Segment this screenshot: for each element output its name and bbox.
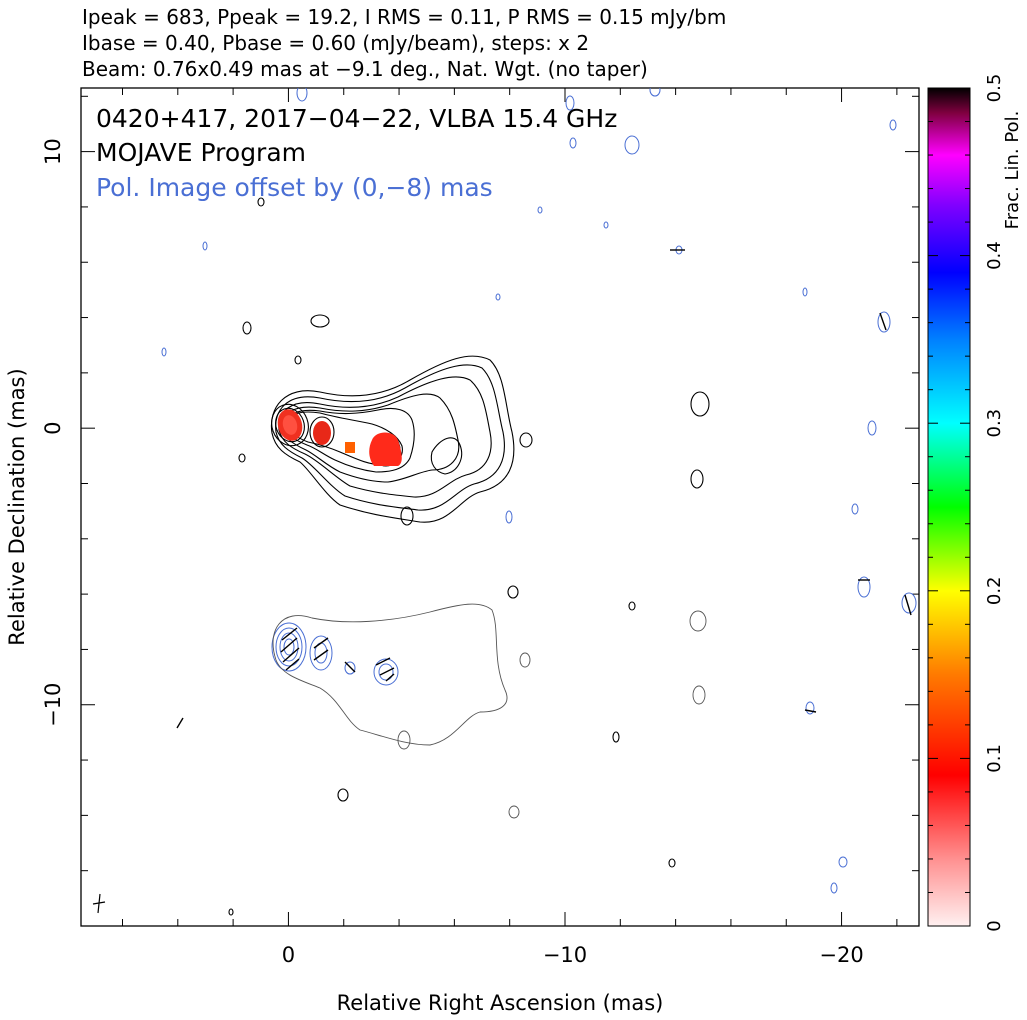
source-annotation: 0420+417, 2017−04−22, VLBA 15.4 GHz bbox=[96, 104, 617, 133]
x-axis-label: Relative Right Ascension (mas) bbox=[337, 991, 664, 1015]
beam-marker bbox=[92, 893, 106, 914]
tick-marks bbox=[81, 88, 919, 927]
colorbar-tick-labels: 0 0.1 0.2 0.3 0.4 0.5 bbox=[984, 74, 1005, 932]
pol-intensity-contours bbox=[161, 88, 917, 894]
colorbar-tick-label: 0.1 bbox=[984, 744, 1005, 773]
plot-frame bbox=[80, 87, 920, 927]
colorbar-tick-label: 0.5 bbox=[984, 74, 1005, 103]
header-line-2: Ibase = 0.40, Pbase = 0.60 (mJy/beam), s… bbox=[82, 31, 589, 55]
colorbar-label: Frac. Lin. Pol. bbox=[1002, 111, 1023, 230]
stokes-i-contours bbox=[228, 197, 710, 916]
colorbar-tick-label: 0 bbox=[984, 920, 1005, 931]
program-annotation: MOJAVE Program bbox=[96, 138, 306, 167]
colorbar-tick-label: 0.2 bbox=[984, 576, 1005, 605]
stokes-i-outline-offset bbox=[272, 603, 707, 819]
header-line-1: Ipeak = 683, Ppeak = 19.2, I RMS = 0.11,… bbox=[82, 5, 726, 29]
y-tick-label: 10 bbox=[41, 138, 65, 165]
colorbar-tick-label: 0.3 bbox=[984, 409, 1005, 438]
offset-annotation: Pol. Image offset by (0,−8) mas bbox=[96, 173, 493, 202]
y-tick-label: 0 bbox=[41, 421, 65, 434]
colorbar-ticks bbox=[928, 87, 970, 927]
y-tick-label: −10 bbox=[41, 683, 65, 727]
colorbar bbox=[927, 87, 971, 927]
colorbar-tick-label: 0.4 bbox=[984, 241, 1005, 270]
evpa-vectors bbox=[176, 249, 912, 729]
x-tick-label: −20 bbox=[819, 943, 863, 967]
fractional-pol-patches bbox=[277, 409, 402, 466]
x-tick-label: 0 bbox=[282, 943, 295, 967]
tick-labels: 0 −10 −20 10 0 −10 bbox=[41, 138, 864, 967]
x-tick-label: −10 bbox=[543, 943, 587, 967]
y-axis-label: Relative Declination (mas) bbox=[5, 368, 29, 645]
header-line-3: Beam: 0.76x0.49 mas at −9.1 deg., Nat. W… bbox=[82, 57, 648, 81]
